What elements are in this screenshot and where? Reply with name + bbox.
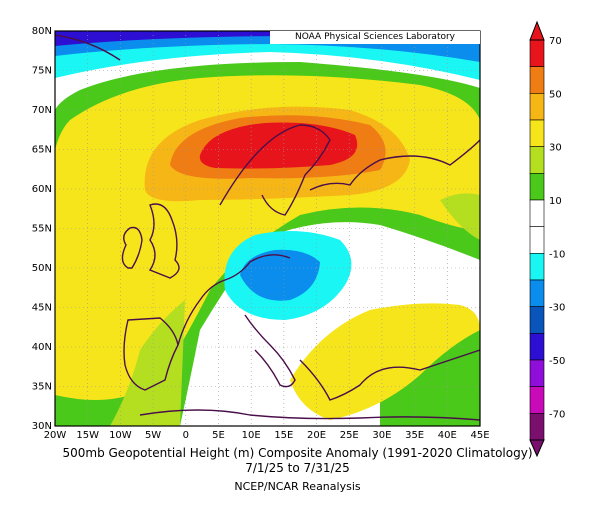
credit-label: NOAA Physical Sciences Laboratory [270,31,480,44]
lat-tick-label: 30N [32,421,52,432]
colorbar-label: -50 [549,356,565,367]
caption-title: 500mb Geopotential Height (m) Composite … [62,446,533,460]
colorbar-segment [529,39,545,67]
fill-60-70 [199,122,358,169]
lat-tick-label: 45N [32,303,52,314]
colorbar-segment [529,173,545,201]
colorbar-segment [529,93,545,121]
lon-tick-label: 30E [372,430,391,441]
lat-tick-label: 65N [32,145,52,156]
lon-tick-label: 10W [109,430,132,441]
colorbar-segment [529,306,545,334]
lon-tick-label: 35E [405,430,424,441]
plot-frame [54,30,481,427]
lon-tick-labels: 20W 15W 10W 5W 0 5E 10E 15E 20E 25E 30E 35E 40E 45E [44,430,490,441]
colorbar-label: 30 [549,143,562,154]
lon-tick-label: 5W [145,430,161,441]
lon-tick-label: 45E [470,430,489,441]
colorbar-segment [529,199,545,227]
colorbar-label: 70 [549,36,562,47]
caption-source: NCEP/NCAR Reanalysis [234,480,361,493]
colorbar-segment [529,66,545,94]
lon-tick-label: 20W [44,430,67,441]
fill-10-20-east [440,193,480,240]
lon-tick-label: 10E [242,430,261,441]
lon-tick-label: 0 [183,430,189,441]
colorbar-label: 10 [549,196,562,207]
lon-tick-label: 15W [76,430,99,441]
colorbar-segment [529,279,545,307]
lon-tick-label: 40E [438,430,457,441]
lat-tick-labels: 30N 35N 40N 45N 50N 55N 60N 65N 70N 75N 80N [32,26,52,432]
fill-10-30-se [290,303,480,420]
colorbar-segment [529,119,545,147]
colorbar-min-arrow [529,439,545,458]
colorbar-segment [529,333,545,361]
fill-10-20-sw [110,300,185,426]
italy-outline [244,314,296,388]
lon-tick-label: 25E [340,430,359,441]
britain-outline [148,203,180,279]
lat-tick-label: 40N [32,342,52,353]
colorbar-segment [529,359,545,387]
lat-tick-label: 60N [32,184,52,195]
colorbar-segment [529,146,545,174]
iberia-outline [123,317,179,391]
finland-russia-outline [309,139,480,191]
colorbar-segment [529,253,545,281]
colorbar-segment [529,226,545,254]
colorbar-label: -70 [549,409,565,420]
colorbar-max-arrow [529,20,545,41]
fill-neg20 [240,249,320,301]
scandinavia-outline [219,124,331,216]
colorbar-segment [529,413,545,441]
lat-tick-label: 50N [32,263,52,274]
greenland-outline [55,34,121,61]
lon-tick-label: 5E [212,430,225,441]
colorbar-label: -30 [549,303,565,314]
lat-lon-grid [55,31,480,426]
coastlines [55,34,480,421]
lon-tick-label: 15E [274,430,293,441]
lon-tick-label: 20E [307,430,326,441]
colorbar-label: 50 [549,89,562,100]
colorbar-label: -10 [549,249,565,260]
anomaly-field [55,31,480,426]
lat-tick-label: 70N [32,105,52,116]
caption-dates: 7/1/25 to 7/31/25 [245,461,350,475]
lat-tick-label: 80N [32,26,52,37]
france-outline [177,254,291,346]
colorbar-segment [529,386,545,414]
lat-tick-label: 75N [32,66,52,77]
ireland-outline [121,226,143,269]
lat-tick-label: 35N [32,382,52,393]
balkans-turkey-outline [299,349,480,401]
north-africa-outline [139,409,480,421]
colorbar: 70 50 30 10 -10 -30 -50 -70 [529,20,565,458]
lat-tick-label: 55N [32,224,52,235]
